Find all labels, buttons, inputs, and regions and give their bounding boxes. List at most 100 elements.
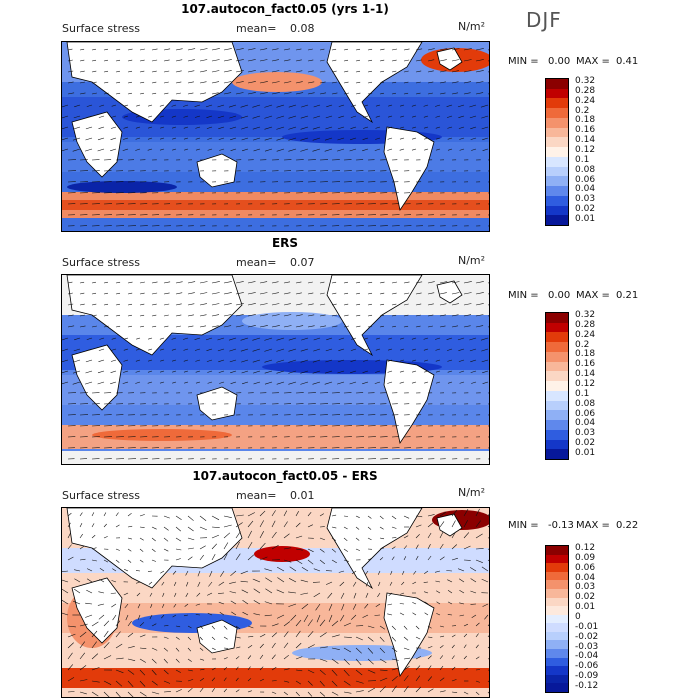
vector-arrow [319,680,325,687]
vector-arrow [247,48,256,51]
vector-arrow [223,677,227,682]
vector-arrow [223,657,228,660]
vector-arrow [163,92,169,95]
vector-arrow [331,281,337,284]
vector-arrow [481,566,489,572]
vector-arrow [264,337,273,341]
vector-arrow [115,292,121,295]
vector-arrow [350,614,357,620]
vector-arrow [86,115,93,118]
vector-arrow [379,547,384,550]
vector-arrow [412,137,417,140]
vector-arrow [206,359,213,362]
vector-arrow [337,370,345,374]
vector-arrow [235,541,240,550]
vector-arrow [223,666,228,671]
colorbar-segment [546,186,568,197]
vector-arrow [219,381,225,384]
vector-arrow [74,578,81,583]
vector-arrow [400,104,405,107]
vector-arrow [475,314,484,317]
vector-arrow [172,137,177,140]
vector-arrow [412,126,417,129]
vector-arrow [115,281,121,284]
panel-2-title: ERS [271,236,299,250]
vector-arrow [235,59,244,62]
vector-arrow [218,581,225,586]
vector-arrow [199,526,207,531]
vector-arrow [367,526,372,530]
vector-arrow [475,656,480,660]
vector-arrow [400,359,405,362]
vector-arrow [403,625,408,630]
vector-arrow [283,314,292,317]
vector-arrow [259,48,268,51]
vector-arrow [300,370,309,374]
vector-arrow [363,126,369,129]
vector-arrow [139,691,147,697]
vector-arrow [137,603,141,609]
vector-arrow [110,126,117,129]
vector-arrow [427,303,434,306]
vector-arrow [427,625,432,629]
vector-arrow [223,325,232,328]
vector-arrow [199,625,204,629]
vector-arrow [163,314,169,317]
vector-arrow [363,337,369,340]
colorbar-segment [546,98,568,109]
vector-arrow [240,580,249,583]
vector-arrow [72,381,81,385]
vector-arrow [271,623,279,627]
vector-arrow [194,115,201,118]
vector-arrow [264,568,273,572]
vector-arrow [307,524,313,528]
vector-arrow [350,137,357,141]
vector-arrow [447,359,453,362]
vector-arrow [211,92,219,95]
vector-arrow [367,325,373,328]
colorbar-segment [546,332,568,343]
vector-arrow [343,81,349,84]
vector-arrow [175,548,182,551]
vector-arrow [319,70,326,73]
vector-arrow [183,370,189,373]
panel-2-units: N/m² [458,254,486,267]
vector-arrow [115,631,121,638]
vector-arrow [331,81,338,84]
vector-arrow [403,545,408,550]
vector-arrow [439,665,444,671]
vector-arrow [331,70,337,73]
vector-arrow [319,691,326,697]
vector-arrow [67,625,76,628]
panel-1-field-label: Surface stress [62,22,140,35]
vector-arrow [151,680,158,686]
vector-arrow [271,303,280,306]
vector-arrow [139,281,145,284]
vector-arrow [459,148,465,151]
vector-arrow [185,570,189,576]
vector-arrow [451,81,459,84]
vector-arrow [223,81,232,84]
vector-arrow [295,559,303,565]
vector-arrow [136,115,141,118]
vector-arrow [388,592,393,597]
vector-arrow [223,515,232,518]
vector-arrow [115,620,121,627]
vector-arrow [338,104,345,107]
vector-arrow [343,325,349,328]
vector-arrow [62,370,69,374]
vector-arrow [367,558,373,561]
vector-arrow [85,359,93,363]
vector-arrow [459,381,465,384]
vector-arrow [355,636,363,641]
panel-2-map-svg [62,275,489,464]
colorbar-tick-label: -0.09 [575,671,599,682]
vector-arrow [343,669,350,677]
vector-arrow [307,669,315,674]
vector-arrow [375,126,381,129]
vector-arrow [481,126,489,130]
vector-arrow [151,526,157,530]
vector-arrow [211,70,220,73]
vector-arrow [79,281,85,284]
vector-arrow [91,303,97,306]
